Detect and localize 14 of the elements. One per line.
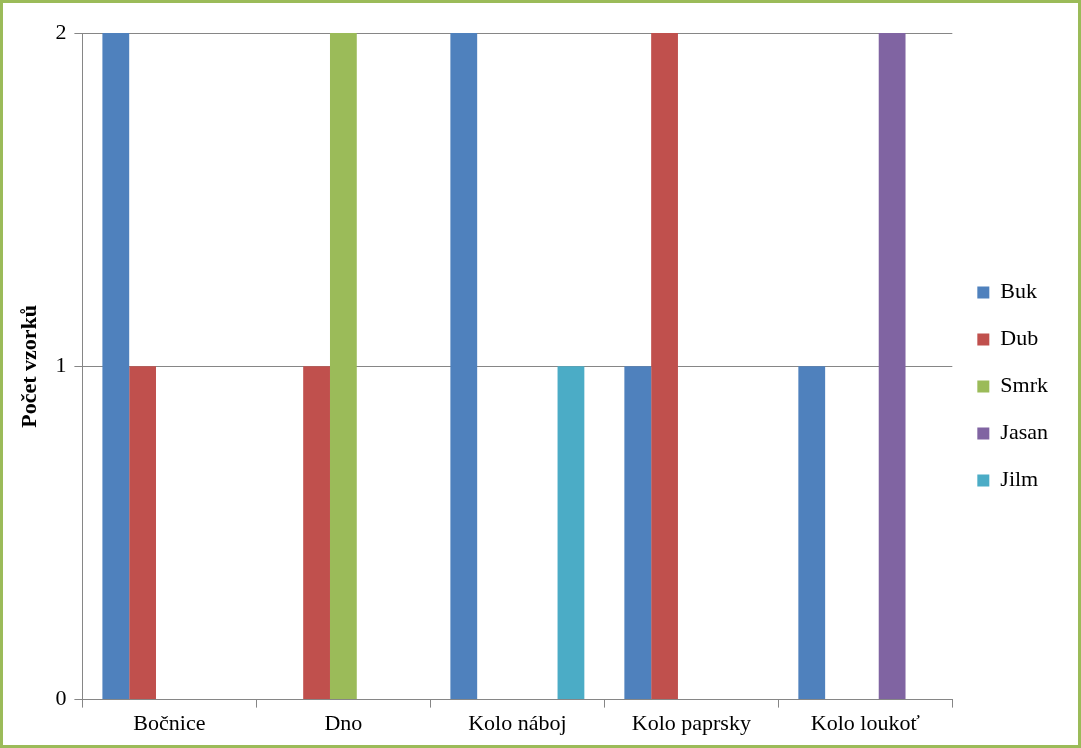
y-tick-label: 2 xyxy=(55,18,67,44)
x-tick-label: Bočnice xyxy=(133,709,206,735)
x-tick-label: Kolo paprsky xyxy=(631,709,751,735)
y-tick-label: 0 xyxy=(55,685,67,711)
legend-label: Jilm xyxy=(1000,466,1039,492)
legend-label: Jasan xyxy=(1000,419,1048,445)
x-tick-label: Kolo náboj xyxy=(468,709,567,735)
x-tick-label: Dno xyxy=(324,709,363,735)
y-axis-title: Počet vzorků xyxy=(15,304,41,428)
legend-label: Buk xyxy=(1000,278,1038,304)
legend-label: Dub xyxy=(1000,325,1039,351)
y-tick-label: 1 xyxy=(55,352,67,378)
x-tick-label: Kolo loukoť xyxy=(810,709,921,735)
legend-label: Smrk xyxy=(1000,372,1049,398)
